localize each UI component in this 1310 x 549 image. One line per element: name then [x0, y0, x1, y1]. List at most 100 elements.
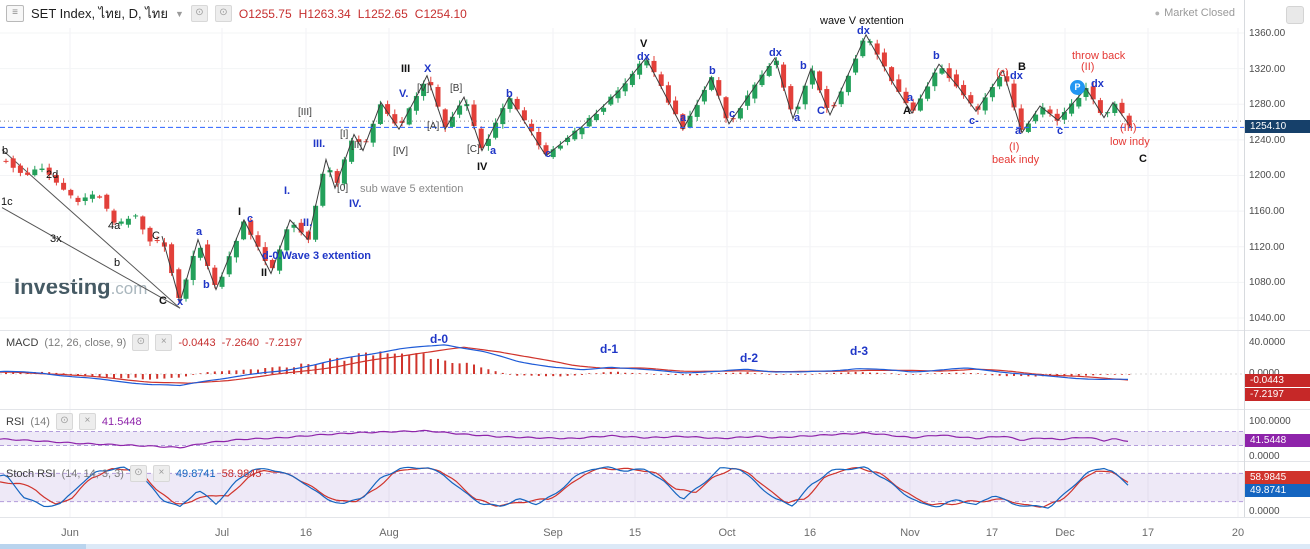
chevron-down-icon[interactable]: ▼ [174, 8, 184, 19]
wave-label: a [196, 226, 203, 238]
macd-header: MACD (12, 26, close, 9) ⊙ × -0.0443 -7.2… [6, 334, 302, 351]
wave-label: c- [969, 115, 979, 127]
stoch-settings-icon[interactable]: ⊙ [129, 465, 147, 482]
symbol-title[interactable]: SET Index, ไทย, D, ไทย [31, 6, 168, 21]
indicator-value-badge: -0.0443 [1245, 374, 1310, 387]
price-chart-canvas[interactable] [0, 28, 1244, 330]
event-marker-p[interactable]: P [1070, 80, 1085, 95]
panel-separator[interactable] [0, 409, 1310, 410]
wave-label: a [907, 92, 914, 104]
rsi-value: 41.5448 [101, 415, 142, 428]
instrument-menu-icon[interactable]: ≡ [6, 5, 24, 22]
wave-label: [I] [340, 129, 349, 140]
macd-title[interactable]: MACD [6, 336, 39, 349]
wave-label: 3x [50, 233, 62, 245]
wave-label: (II) [1081, 61, 1095, 73]
wave-label: [0] [337, 183, 349, 194]
wave-label: C [817, 105, 825, 117]
chart-style-icon[interactable]: ⊙ [190, 5, 208, 22]
rsi-title[interactable]: RSI [6, 415, 25, 428]
price-axis-label: 1320.00 [1249, 63, 1286, 75]
indicator-value-badge: 41.5448 [1245, 434, 1310, 447]
time-axis-label: Dec [1055, 527, 1075, 539]
macd-wave-label: d-0 [430, 332, 448, 346]
wave-label: throw back [1072, 50, 1126, 62]
wave-label: C [159, 295, 167, 307]
status-dot-icon: ● [1154, 8, 1161, 18]
wave-label: C [152, 230, 160, 242]
macd-close-icon[interactable]: × [155, 334, 173, 351]
wave-label: wave V extention [820, 15, 904, 27]
macd-hist-value: -0.0443 [178, 336, 216, 349]
chart-header: ≡ SET Index, ไทย, D, ไทย ▼ ⊙ ⊙ O1255.75 … [0, 0, 1240, 27]
stoch-canvas[interactable] [0, 462, 1244, 517]
time-axis-label: 17 [985, 527, 999, 539]
indicator-value-badge: 49.8741 [1245, 484, 1310, 497]
wave-label: x [177, 296, 184, 308]
stoch-close-icon[interactable]: × [152, 465, 170, 482]
wave-label: I. [284, 185, 291, 197]
panel-separator [0, 517, 1310, 518]
panel-separator[interactable] [0, 330, 1310, 331]
macd-canvas[interactable] [0, 331, 1244, 409]
stoch-d-value: 58.9845 [221, 467, 262, 480]
wave-label: dx [1091, 78, 1104, 90]
macd-wave-label: d-2 [740, 351, 758, 365]
settings-icon[interactable]: ⊙ [214, 5, 232, 22]
macd-settings-icon[interactable]: ⊙ [132, 334, 150, 351]
open-value: O1255.75 [238, 6, 292, 21]
rsi-header: RSI (14) ⊙ × 41.5448 [6, 413, 142, 430]
wave-label: B [1018, 61, 1026, 73]
wave-label: b [506, 88, 513, 100]
bottom-scrollbar[interactable] [0, 544, 1310, 549]
wave-label: [II] [351, 140, 363, 151]
wave-label: a [1015, 125, 1022, 137]
high-value: H1263.34 [298, 6, 351, 21]
indicator-axis-label: 40.0000 [1249, 337, 1286, 348]
stoch-title[interactable]: Stoch RSI [6, 467, 56, 480]
wave-label: (III) [1120, 122, 1137, 134]
time-axis-label: 16 [299, 527, 313, 539]
rsi-canvas[interactable] [0, 410, 1244, 461]
low-value: L1252.65 [357, 6, 408, 21]
wave-label: I [238, 206, 242, 218]
bottom-scrollbar-thumb[interactable] [0, 544, 86, 549]
rsi-close-icon[interactable]: × [78, 413, 96, 430]
wave-label: IV [477, 161, 488, 173]
wave-label: dx [1010, 70, 1023, 82]
wave-label: V [640, 38, 648, 50]
macd-signal-value: -7.2197 [264, 336, 303, 349]
wave-label: a [794, 112, 801, 124]
rsi-settings-icon[interactable]: ⊙ [55, 413, 73, 430]
time-axis-label: Oct [718, 527, 736, 539]
wave-label: X [424, 63, 432, 75]
fullscreen-icon[interactable] [1286, 6, 1304, 24]
stoch-k-value: 49.8741 [175, 467, 216, 480]
wave-label: 1c [1, 196, 13, 208]
wave-label: a [490, 145, 497, 157]
wave-label: c [545, 148, 552, 160]
wave-label: dx [857, 25, 870, 37]
wave-label: A [903, 105, 911, 117]
stoch-header: Stoch RSI (14, 14, 3, 3) ⊙ × 49.8741 58.… [6, 465, 261, 482]
time-axis-label: 16 [803, 527, 817, 539]
price-axis-border [1244, 0, 1245, 517]
price-axis-label: 1080.00 [1249, 277, 1286, 289]
wave-label: V. [399, 88, 409, 100]
time-axis-label: Nov [900, 527, 920, 539]
wave-label: b [2, 145, 9, 157]
wave-label: [C] [467, 144, 480, 155]
wave-label: low indy [1110, 136, 1150, 148]
time-axis-label: Jul [214, 527, 230, 539]
wave-label: b [709, 65, 716, 77]
wave-label: b [933, 50, 940, 62]
wave-label: 4a [108, 220, 121, 232]
panel-separator[interactable] [0, 461, 1310, 462]
indicator-axis-label: 100.0000 [1249, 416, 1291, 427]
wave-label: c [1057, 125, 1064, 137]
last-price-badge: 1254.10 [1245, 120, 1310, 134]
price-axis-label: 1240.00 [1249, 134, 1286, 146]
wave-label: b [114, 257, 121, 269]
indicator-axis-label: 0.0000 [1249, 451, 1280, 462]
wave-label: b [203, 279, 210, 291]
